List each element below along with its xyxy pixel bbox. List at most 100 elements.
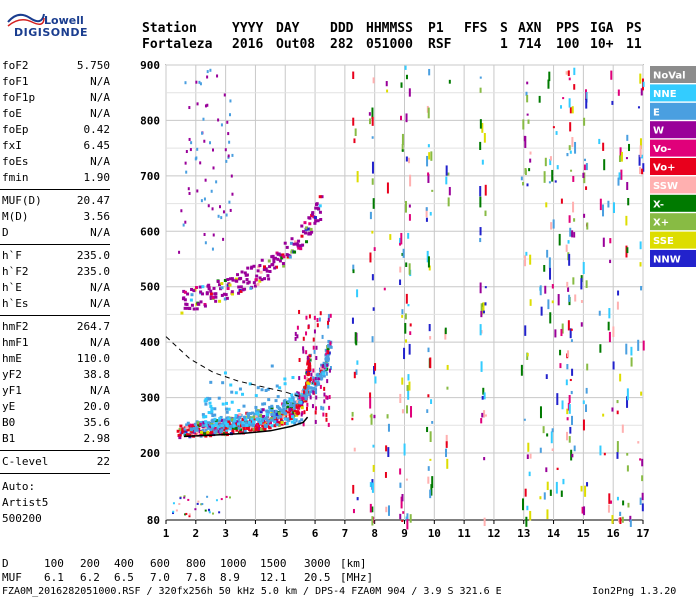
param-value: N/A: [90, 336, 110, 349]
trace-point: [261, 408, 265, 412]
echo-streak-point: [569, 122, 572, 132]
trace-point: [230, 390, 234, 394]
trace-point: [209, 428, 213, 432]
echo-streak-point: [408, 88, 411, 97]
echo-streak-point: [554, 329, 557, 338]
trace-point: [217, 430, 221, 434]
trace-point: [313, 216, 317, 220]
trace-point: [283, 377, 287, 381]
trace-point: [263, 277, 267, 281]
trace-point: [209, 430, 213, 434]
trace-point: [305, 394, 309, 398]
trace-point: [278, 408, 282, 412]
param-name: yF1: [2, 384, 22, 397]
trace-point: [312, 345, 315, 350]
echo-streak-point: [408, 263, 411, 275]
param-fmin: fmin 1.90: [2, 170, 110, 186]
echo-point: [184, 81, 187, 85]
trace-point: [262, 414, 266, 418]
trace-point: [319, 384, 322, 389]
echo-streak-point: [641, 458, 644, 467]
param-value: 110.0: [76, 352, 110, 365]
echo-streak-point: [552, 126, 555, 129]
trace-point: [292, 418, 296, 422]
trace-point: [292, 421, 296, 425]
legend-label: Vo+: [653, 163, 675, 174]
trace-point: [293, 413, 297, 417]
trace-point: [249, 266, 253, 270]
trace-point: [260, 258, 264, 262]
echo-streak-point: [585, 280, 588, 289]
trace-point: [253, 412, 257, 416]
echo-streak-point: [400, 115, 403, 121]
trace-point: [233, 416, 237, 420]
echo-streak-point: [546, 433, 549, 437]
echo-streak-point: [351, 411, 354, 417]
legend-swatch-e: [650, 102, 696, 120]
trace-point: [209, 404, 213, 408]
echo-streak-point: [430, 151, 433, 161]
trace-point: [291, 404, 295, 408]
trace-point: [297, 246, 301, 250]
echo-streak-point: [402, 248, 405, 258]
echo-streak-point: [526, 353, 529, 357]
x-tick-label: 8: [371, 527, 378, 540]
trace-point: [275, 419, 279, 423]
echo-point: [203, 232, 206, 236]
echo-streak-point: [369, 397, 372, 409]
trace-point: [251, 424, 255, 428]
echo-streak-point: [429, 431, 432, 443]
echo-streak-point: [387, 423, 390, 432]
trace-point: [273, 256, 277, 260]
echo-streak-point: [570, 169, 573, 172]
param-hf: h`F 235.0: [2, 248, 110, 264]
echo-point: [212, 512, 215, 515]
echo-point: [185, 512, 188, 515]
trace-point: [262, 418, 266, 422]
echo-streak-point: [372, 307, 375, 311]
trace-point: [327, 422, 330, 427]
trace-point: [196, 421, 200, 425]
echo-streak-point: [445, 441, 448, 448]
trace-point: [282, 400, 286, 404]
trace-point: [293, 400, 297, 404]
trace-point: [313, 329, 316, 334]
echo-point: [198, 80, 201, 84]
trace-point: [326, 379, 329, 384]
trace-point: [255, 274, 259, 278]
echo-streak-point: [426, 409, 429, 413]
echo-streak-point: [520, 364, 523, 376]
echo-streak-point: [618, 155, 621, 162]
echo-streak-point: [551, 448, 554, 452]
param-name: B0: [2, 416, 16, 429]
echo-streak-point: [550, 222, 553, 230]
echo-streak-point: [405, 113, 408, 123]
echo-streak-point: [352, 264, 355, 272]
trace-point: [245, 273, 249, 277]
legend-swatch-vo: [650, 158, 696, 175]
trace-point: [320, 376, 323, 381]
trace-point: [270, 411, 274, 415]
param-value: 1.90: [83, 171, 111, 184]
echo-streak-point: [352, 71, 355, 80]
trace-point: [292, 408, 296, 412]
param-name: C-level: [2, 455, 49, 468]
trace-point: [234, 414, 238, 418]
trace-point: [322, 412, 325, 417]
echo-streak-point: [571, 368, 574, 376]
echo-streak-point: [581, 506, 584, 514]
x-tick-label: 1: [163, 527, 170, 540]
trace-point: [206, 430, 210, 434]
x-tick-label: 17: [636, 527, 649, 540]
echo-streak-point: [545, 202, 548, 208]
echo-streak-point: [627, 502, 630, 508]
echo-streak-point: [571, 230, 574, 238]
echo-streak-point: [640, 88, 643, 96]
echo-streak-point: [529, 510, 532, 521]
trace-point: [255, 417, 259, 421]
trace-point: [207, 283, 211, 287]
echo-point: [224, 148, 227, 152]
echo-streak-point: [572, 201, 575, 213]
trace-point: [260, 428, 264, 432]
echo-streak-point: [585, 186, 588, 190]
